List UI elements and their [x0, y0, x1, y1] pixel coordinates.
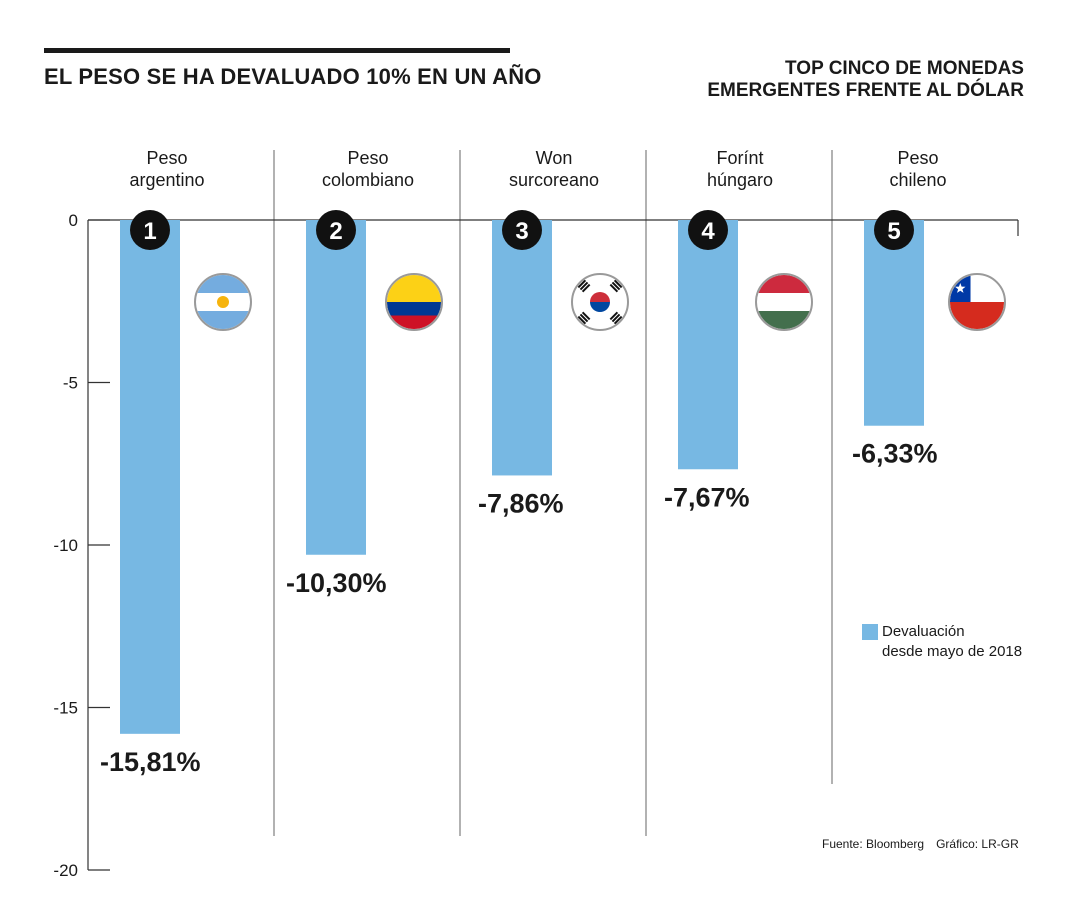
flag-ring — [755, 273, 813, 331]
argentina-flag-icon — [196, 275, 250, 329]
flag-ring — [385, 273, 443, 331]
flag-ring — [194, 273, 252, 331]
flag-ring — [948, 273, 1006, 331]
chile-flag-icon — [950, 275, 1004, 329]
category-label-line-2: surcoreano — [509, 170, 599, 190]
flag-ring — [571, 273, 629, 331]
category-label-line-2: húngaro — [707, 170, 773, 190]
value-label: -10,30% — [286, 568, 387, 598]
value-label: -7,86% — [478, 488, 564, 518]
y-tick-label: -20 — [53, 861, 78, 880]
title-rule — [44, 48, 510, 53]
category-label-line-1: Peso — [347, 148, 388, 168]
bar — [492, 220, 552, 476]
colombia-flag-icon — [387, 275, 441, 329]
y-tick-label: -15 — [53, 699, 78, 718]
legend-label-line-2: desde mayo de 2018 — [882, 643, 1023, 660]
rank-number: 3 — [515, 218, 528, 245]
category-label-line-1: Forínt — [716, 148, 763, 168]
graphic-credit: Gráfico: LR-GR — [936, 837, 1019, 851]
rank-number: 5 — [887, 218, 900, 245]
bar — [120, 220, 180, 734]
bar — [678, 220, 738, 470]
y-tick-label: -5 — [63, 374, 78, 393]
rank-number: 2 — [329, 218, 342, 245]
category-label-line-2: chileno — [889, 170, 946, 190]
value-label: -7,67% — [664, 482, 750, 512]
category-label-line-2: colombiano — [322, 170, 414, 190]
south-korea-flag-icon — [573, 275, 627, 329]
bar — [306, 220, 366, 555]
rank-badge — [130, 210, 170, 250]
y-tick-label: 0 — [69, 211, 78, 230]
category-label-line-2: argentino — [129, 170, 204, 190]
rank-badge — [688, 210, 728, 250]
chart-title: EL PESO SE HA DEVALUADO 10% EN UN AÑO — [44, 64, 542, 89]
subtitle-line-2: EMERGENTES FRENTE AL DÓLAR — [707, 80, 1024, 101]
rank-badge — [502, 210, 542, 250]
rank-number: 4 — [701, 218, 715, 245]
y-tick-label: -10 — [53, 536, 78, 555]
rank-badge — [316, 210, 356, 250]
value-label: -6,33% — [852, 439, 938, 469]
legend-swatch — [862, 624, 878, 640]
category-label-line-1: Peso — [146, 148, 187, 168]
legend-label: Devaluación desde mayo de 2018 — [882, 622, 1022, 662]
rank-number: 1 — [143, 218, 156, 245]
legend-label-line-1: Devaluación — [882, 623, 965, 640]
hungary-flag-icon — [757, 275, 811, 329]
value-label: -15,81% — [100, 747, 201, 777]
chart-subtitle: TOP CINCO DE MONEDAS EMERGENTES FRENTE A… — [707, 58, 1024, 102]
rank-badge — [874, 210, 914, 250]
subtitle-line-1: TOP CINCO DE MONEDAS — [785, 58, 1024, 79]
footer: Fuente: Bloomberg Gráfico: LR-GR — [822, 837, 1031, 851]
source-credit: Fuente: Bloomberg — [822, 837, 925, 851]
category-label-line-1: Won — [536, 148, 573, 168]
bar — [864, 220, 924, 426]
category-label-line-1: Peso — [897, 148, 938, 168]
